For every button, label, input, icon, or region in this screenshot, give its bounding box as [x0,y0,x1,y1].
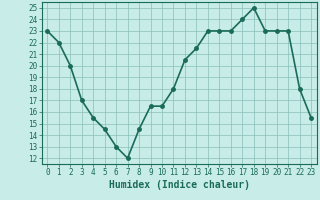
X-axis label: Humidex (Indice chaleur): Humidex (Indice chaleur) [109,180,250,190]
